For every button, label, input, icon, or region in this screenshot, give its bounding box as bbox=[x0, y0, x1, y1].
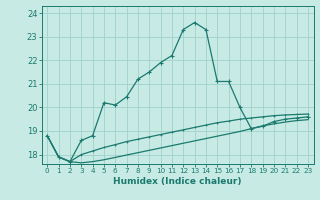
X-axis label: Humidex (Indice chaleur): Humidex (Indice chaleur) bbox=[113, 177, 242, 186]
